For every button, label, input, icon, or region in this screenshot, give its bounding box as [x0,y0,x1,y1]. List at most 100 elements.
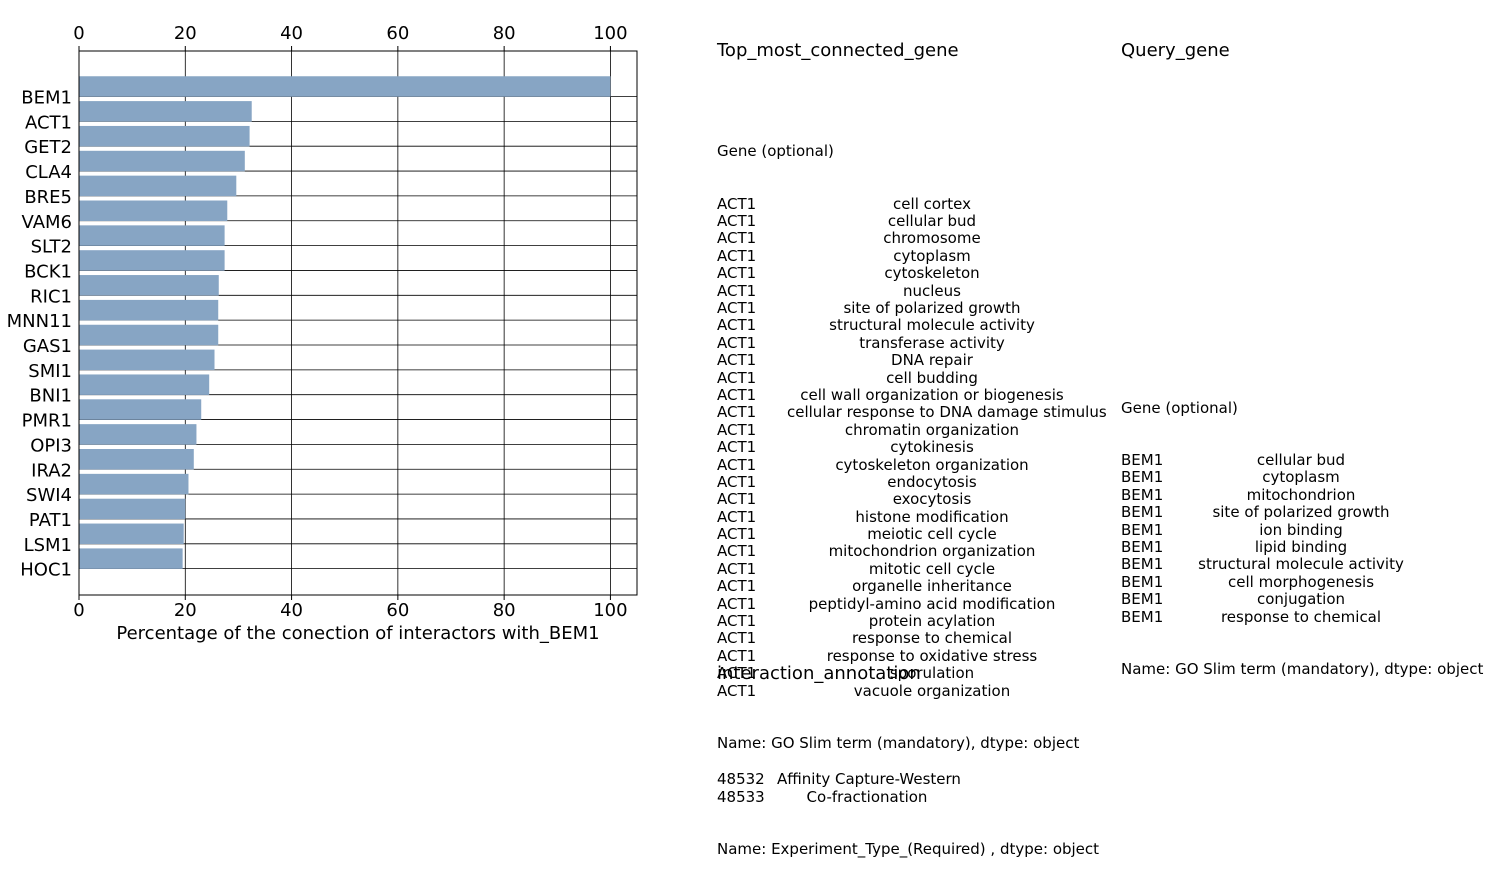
top-panel-term-cell: structural molecule activity [829,316,1035,335]
top-panel-gene-cell: ACT1 [717,525,757,544]
category-label: SWI4 [26,485,72,506]
query-panel-gene-cell: BEM1 [1121,555,1164,574]
top-panel-term-cell: response to chemical [851,629,1013,648]
top-panel-term-cell: cytoskeleton [884,264,980,283]
top-panel-row: ACT1 chromatin organization [717,421,1079,439]
bar [79,399,202,420]
top-panel-gene-cell: ACT1 [717,438,757,457]
query-panel-gene-cell: BEM1 [1121,537,1164,556]
query-panel-row: BEM1 lipid binding [1121,537,1483,556]
category-label: GAS1 [23,336,72,357]
top-panel-gene-cell: ACT1 [717,612,757,631]
top-panel-row: ACT1 response to oxidative stress [717,646,1079,665]
top-panel-term-cell: mitochondrion organization [828,542,1036,561]
top-panel-row: ACT1 histone modification [717,507,1079,526]
top-panel-row: ACT1 transferase activity [717,333,1079,352]
top-panel-row: ACT1 site of polarized growth [717,299,1079,317]
query-panel-gene-cell: BEM1 [1121,572,1164,591]
top-panel-gene-cell: ACT1 [717,455,757,474]
top-panel-term-cell: meiotic cell cycle [867,525,997,544]
bar [79,324,219,346]
top-panel-row: ACT1 cellular bud [717,212,1079,231]
query-panel-term-cell: structural molecule activity [1198,555,1404,574]
query-panel-row: BEM1 conjugation [1121,590,1483,608]
top-panel-term-cell: cytoplasm [893,246,971,265]
query-panel-row: BEM1 ion binding [1121,520,1483,539]
top-panel-gene-cell: ACT1 [717,229,757,248]
top-panel-rows: ACT1 cell cortex ACT1 cellular bud ACT1 chrom… [717,194,1107,700]
top-panel-header: Gene (optional) [717,142,834,161]
bar [79,523,184,545]
top-panel-term-cell: sporulation [889,664,975,683]
x-tick-label-top: 60 [386,23,409,44]
chart-bars [79,76,611,569]
x-tick-label-bottom: 80 [493,600,516,621]
category-label: BCK1 [24,261,72,282]
top-panel-term-cell: cell cortex [893,194,971,213]
query-panel-title: Query_gene [1121,39,1230,61]
top-panel-term-cell: DNA repair [891,351,973,370]
bar [79,76,611,97]
interaction-type-cell: Co-fractionation [806,787,928,806]
bar [79,250,225,271]
top-panel-row: ACT1 cellular response to DNA damage stim… [717,403,1107,422]
query-panel-gene-cell: BEM1 [1121,485,1164,504]
top-panel-row: ACT1 exocytosis [717,490,1079,509]
category-label: BEM1 [21,88,72,109]
category-label: PMR1 [22,411,72,432]
interaction-id-cell: 48533 [717,787,765,806]
query-panel-row: BEM1 cell morphogenesis [1121,572,1483,591]
bar-chart: 0 0 20 20 40 40 60 60 80 80 100 100 BEM1 ACT1 GET2 CLA… [7,23,638,644]
top-panel-row: ACT1 structural molecule activity [717,316,1079,335]
x-tick-label-top: 0 [73,23,84,44]
top-panel-term-cell: organelle inheritance [852,577,1012,596]
top-panel-term-cell: endocytosis [887,472,977,491]
query-panel-term-cell: mitochondrion [1246,485,1356,504]
top-panel-row: ACT1 DNA repair [717,351,1079,370]
category-label: BNI1 [29,386,72,407]
bar [79,374,210,395]
interaction-row: 48533 Co-fractionation [717,787,1099,806]
query-panel-row: BEM1 structural molecule activity [1121,555,1483,574]
bar [79,150,245,172]
top-panel-gene-cell: ACT1 [717,507,757,526]
category-label: IRA2 [31,460,72,481]
category-label: PAT1 [29,510,72,531]
category-label: BRE5 [24,187,72,208]
query-panel-term-cell: cell morphogenesis [1227,572,1375,591]
top-panel-gene-cell: ACT1 [717,490,757,509]
bar [79,225,225,246]
query-panel-term-cell: cellular bud [1256,451,1346,470]
top-panel-term-cell: cellular response to DNA damage stimulus [787,403,1107,422]
query-panel-gene-cell: BEM1 [1121,520,1164,539]
category-label: ACT1 [25,112,72,133]
top-panel-gene-cell: ACT1 [717,646,757,665]
query-panel-footer: Name: GO Slim term (mandatory), dtype: o… [1121,659,1484,678]
chart-x-axis-label: Percentage of the conection of interacto… [116,623,599,644]
top-panel-title: Top_most_connected_gene [717,39,959,61]
query-panel-row: BEM1 mitochondrion [1121,485,1483,504]
top-panel-row: ACT1 cell wall organization or biogenesis [717,385,1079,404]
bar [79,175,237,197]
top-panel-gene-cell: ACT1 [717,664,757,683]
top-panel-gene-cell: ACT1 [717,559,757,578]
query-panel-row: BEM1 site of polarized growth [1121,503,1483,521]
top-panel-term-cell: nucleus [903,281,961,300]
category-label: MNN11 [7,311,72,332]
query-gene-panel: Query_gene [1121,5,1230,79]
top-panel-row: ACT1 peptidyl-amino acid modification [717,595,1079,613]
top-panel-gene-cell: ACT1 [717,333,757,352]
top-panel-term-cell: site of polarized growth [843,299,1021,317]
bar [79,498,186,520]
top-panel-row: ACT1 mitochondrion organization [717,542,1079,561]
top-panel-gene-cell: ACT1 [717,212,757,231]
query-panel-term-cell: response to chemical [1220,607,1382,626]
top-panel-term-cell: cell wall organization or biogenesis [800,385,1064,404]
top-panel-term-cell: exocytosis [892,490,972,509]
top-panel-row: ACT1 cytokinesis [717,438,1079,457]
interaction-id-cell: 48532 [717,770,765,789]
x-tick-label-top: 40 [280,23,303,44]
top-panel-gene-cell: ACT1 [717,281,757,300]
category-label: SLT2 [31,237,72,258]
category-label: SMI1 [28,361,72,382]
